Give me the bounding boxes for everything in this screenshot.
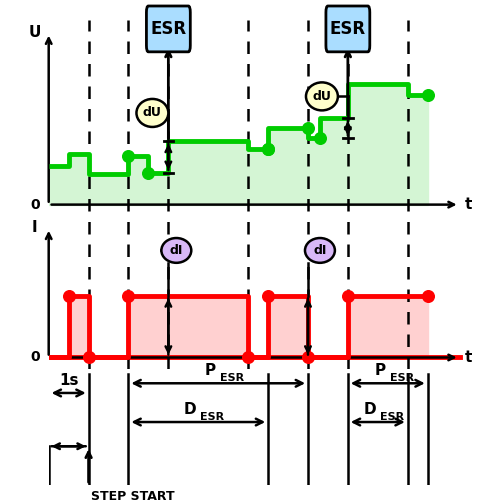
Ellipse shape [161, 238, 191, 263]
Text: ESR: ESR [390, 374, 414, 384]
Text: ESR: ESR [220, 374, 244, 384]
Ellipse shape [136, 99, 169, 127]
Point [424, 292, 431, 300]
Point [125, 292, 132, 300]
Point [85, 354, 93, 362]
Text: 1s: 1s [59, 373, 78, 388]
Text: dI: dI [169, 244, 183, 257]
Text: t: t [464, 350, 472, 365]
Point [65, 292, 73, 300]
FancyBboxPatch shape [147, 6, 190, 52]
Text: P: P [205, 364, 216, 378]
Text: STEP START: STEP START [91, 490, 174, 500]
Point [344, 292, 352, 300]
Point [316, 134, 324, 142]
Point [304, 124, 312, 132]
Point [125, 152, 132, 160]
Text: ESR: ESR [150, 20, 187, 38]
Text: dU: dU [143, 106, 162, 120]
FancyBboxPatch shape [326, 6, 370, 52]
Text: t: t [464, 197, 472, 212]
Text: 0: 0 [30, 350, 39, 364]
Text: 0: 0 [30, 198, 39, 211]
Text: dI: dI [313, 244, 327, 257]
Point [424, 91, 431, 99]
Point [244, 354, 252, 362]
Text: ESR: ESR [200, 412, 225, 422]
Text: D: D [363, 402, 376, 417]
Polygon shape [49, 84, 428, 204]
Ellipse shape [305, 238, 335, 263]
Point [264, 292, 272, 300]
Text: I: I [32, 220, 37, 236]
Text: ESR: ESR [330, 20, 366, 38]
Text: D: D [184, 402, 196, 417]
Text: dU: dU [313, 90, 331, 103]
Text: P: P [375, 364, 386, 378]
Point [264, 144, 272, 152]
Ellipse shape [306, 82, 338, 110]
Point [264, 144, 272, 152]
Point [304, 354, 312, 362]
Point [145, 169, 152, 177]
Text: U: U [29, 25, 41, 40]
Text: ESR: ESR [380, 412, 404, 422]
